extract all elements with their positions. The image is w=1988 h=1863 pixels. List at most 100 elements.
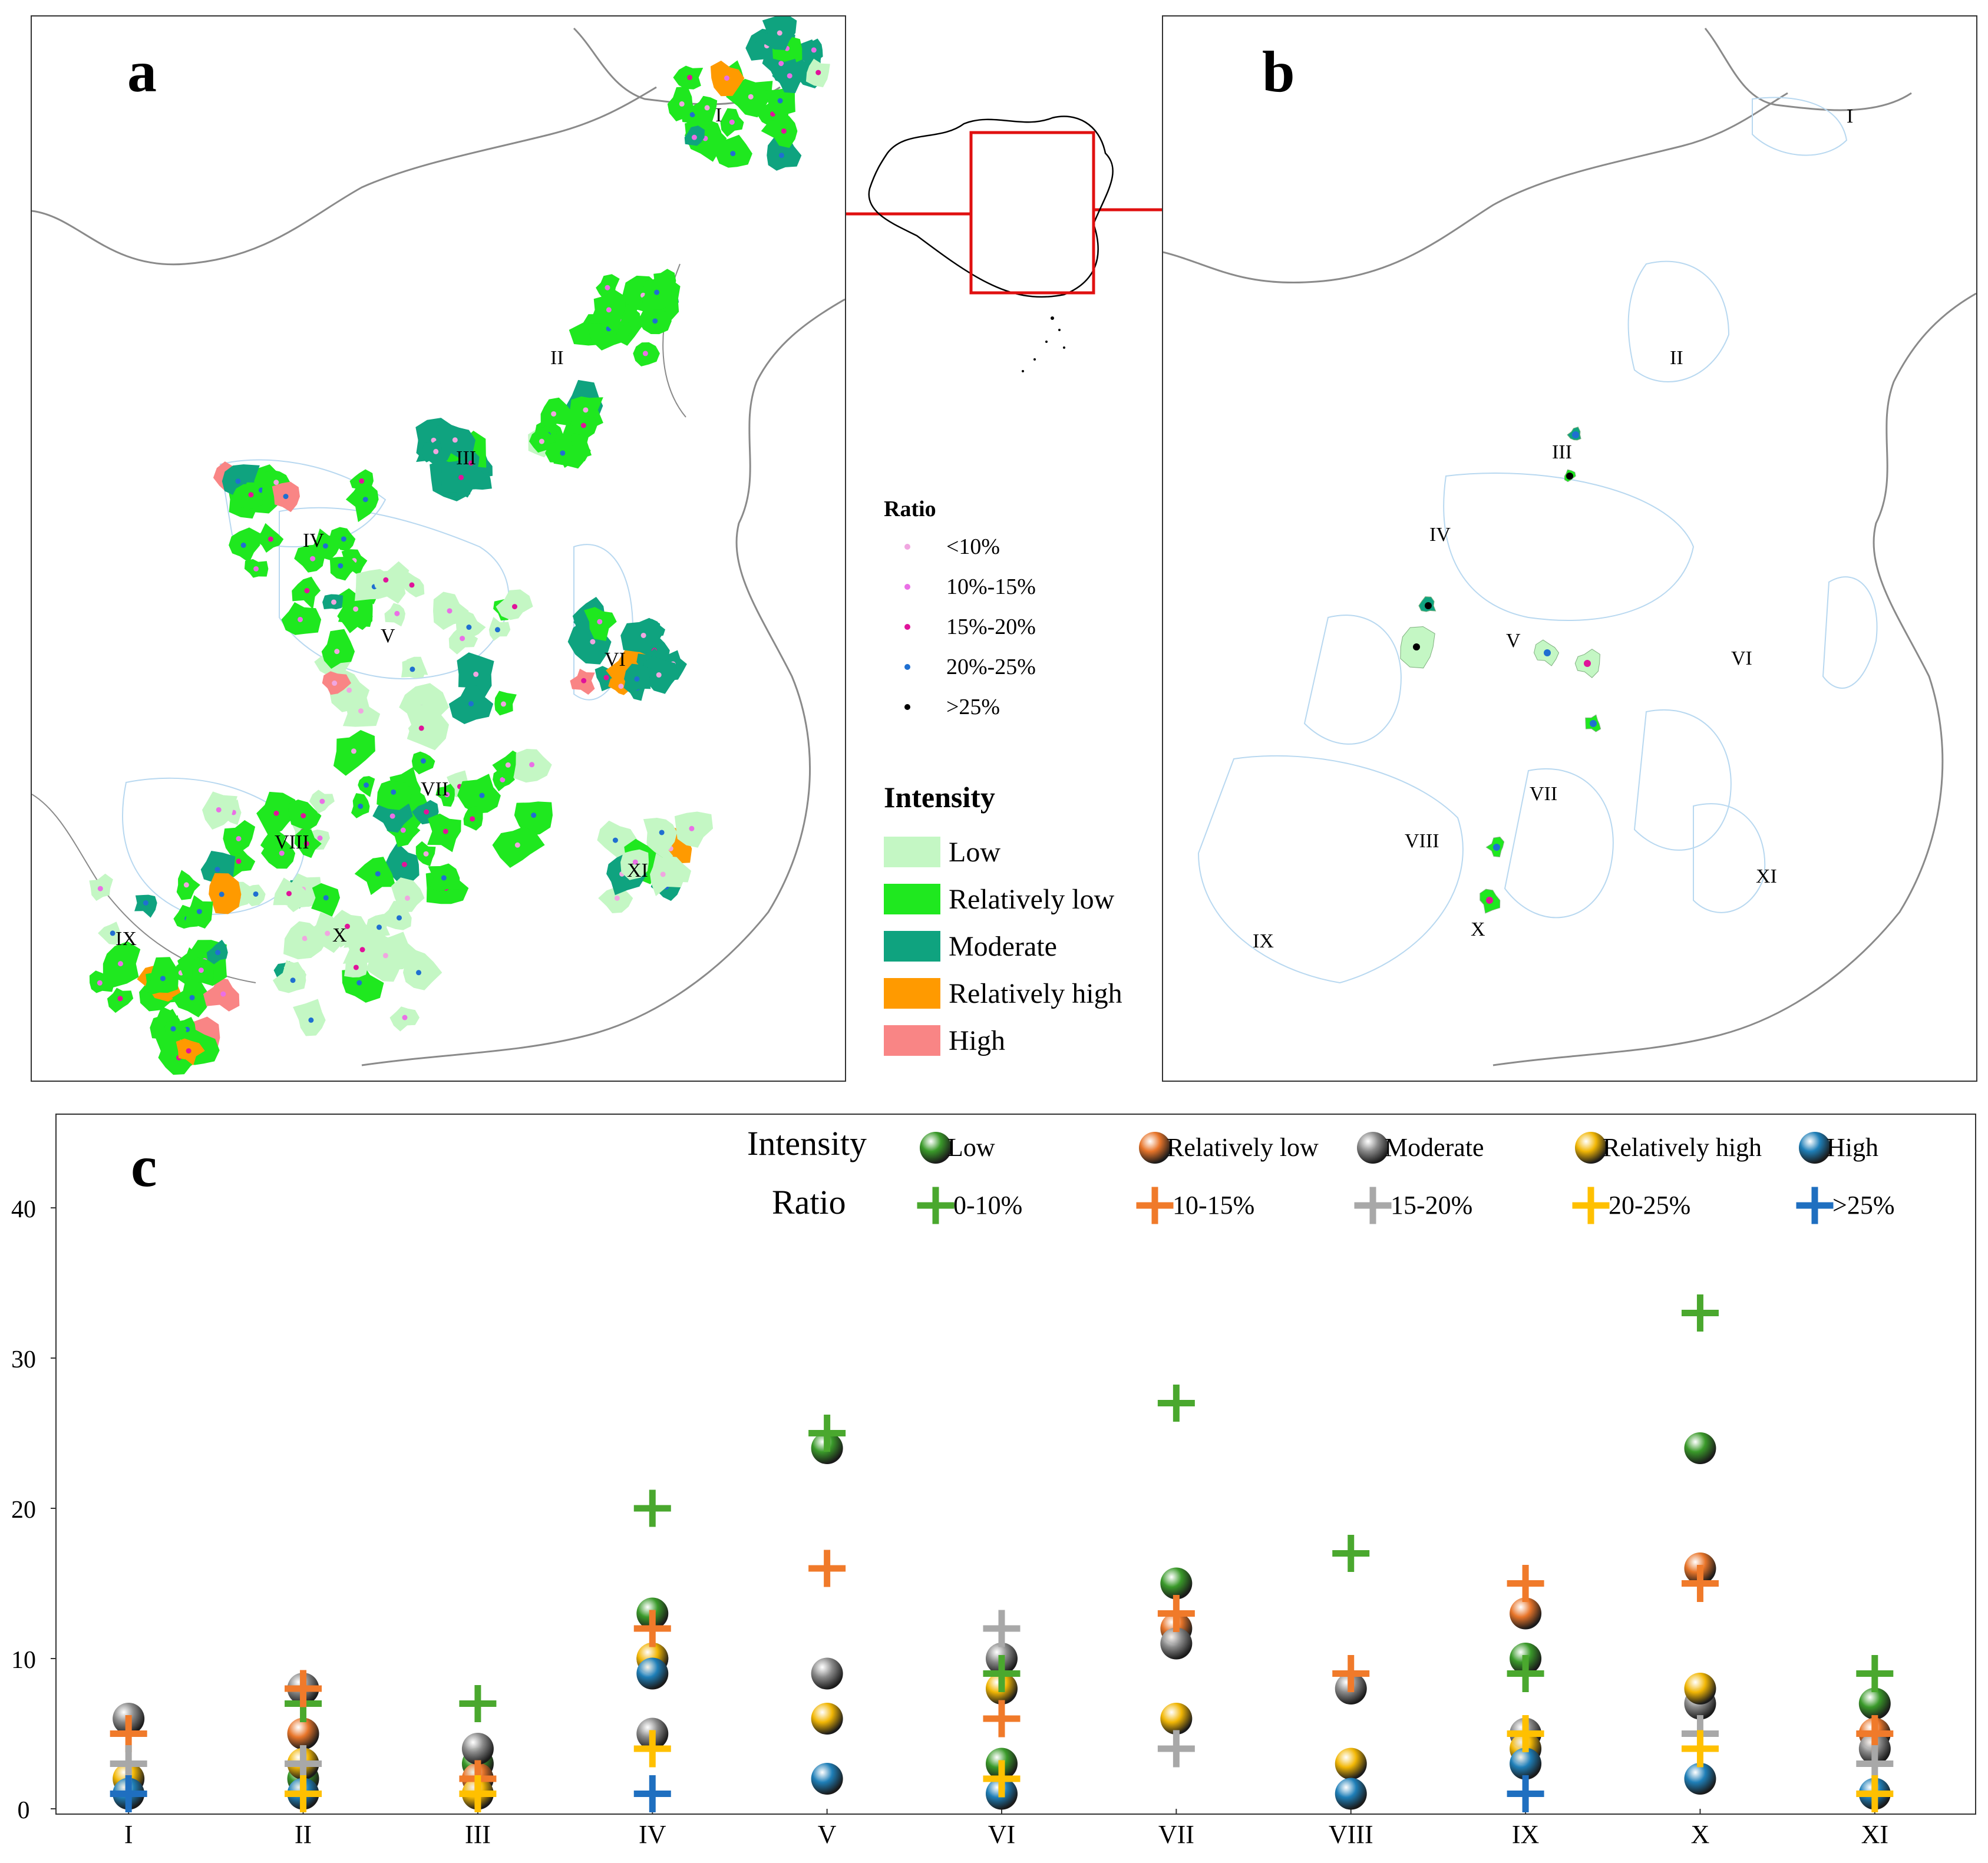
border-outline (1704, 28, 1912, 111)
ratio-dot (189, 995, 195, 1000)
region-label: V (381, 625, 395, 647)
inset-outline (868, 115, 1114, 298)
region-label: XI (627, 860, 648, 881)
intensity-point-relatively-high (1160, 1703, 1193, 1735)
ratio-dot (458, 474, 464, 480)
ratio-legend-dot (904, 704, 910, 710)
ratio-dot (220, 991, 226, 997)
panel-letter-b: b (1262, 39, 1295, 104)
legend-ratio-item: 15-20% (1391, 1191, 1472, 1220)
ratio-point-3 (1681, 1730, 1719, 1768)
legend-block: Ratio <10% 10%-15% 15%-20% 20%-25% >25% Inte… (877, 495, 1171, 1061)
ratio-dot (729, 119, 735, 125)
ratio-dot (679, 101, 685, 107)
ratio-point-0 (1332, 1535, 1370, 1572)
ratio-dot (468, 701, 474, 706)
intensity-point-low (1160, 1567, 1193, 1600)
ratio-dot (1544, 649, 1551, 656)
county-polygon (800, 38, 823, 66)
ratio-point-0 (808, 1415, 846, 1452)
ratio-dot (468, 460, 474, 466)
ratio-dot (273, 810, 279, 816)
county-polygon (391, 877, 425, 912)
ratio-dot (441, 875, 447, 881)
region-label: VI (605, 649, 626, 670)
y-axis: 0 10 20 30 40 (11, 1196, 55, 1824)
ratio-dot (691, 134, 697, 140)
ratio-dot (433, 448, 439, 454)
intensity-legend-label: Relatively low (949, 884, 1115, 915)
inset-islands (1022, 316, 1065, 372)
ratio-dot (97, 980, 103, 986)
intensity-point-relatively-high (1335, 1748, 1367, 1780)
region-label: I (1847, 105, 1853, 127)
region-label: VIII (1405, 830, 1439, 852)
ratio-dot (186, 1048, 191, 1054)
legend-intensity-marker (1799, 1132, 1831, 1164)
region-label: IX (1253, 930, 1274, 952)
legend-intensity-item: High (1827, 1133, 1878, 1162)
legend-intensity-marker (920, 1132, 952, 1164)
ratio-dot (331, 599, 336, 605)
county-polygon (150, 957, 179, 993)
ratio-dot (778, 153, 784, 158)
ratio-dot (338, 563, 344, 569)
y-tick-label: 30 (11, 1346, 36, 1373)
ratio-dot (345, 923, 351, 929)
intensity-point-high (636, 1657, 669, 1690)
ratio-point-3 (285, 1775, 322, 1812)
region-label: IV (1429, 524, 1451, 546)
ratio-dot (511, 604, 517, 610)
county-polygon (589, 290, 626, 335)
ratio-dot (1413, 643, 1420, 650)
intensity-legend-swatch (884, 1025, 940, 1056)
region-label: III (456, 447, 476, 469)
ratio-dot (362, 497, 368, 503)
ratio-dot (583, 407, 589, 413)
ratio-legend-label: 10%-15% (946, 574, 1036, 599)
x-axis: I II III IV V VI VII VIII IX X XI (124, 1809, 1888, 1849)
x-tick-label: II (295, 1820, 312, 1849)
ratio-dot (652, 318, 658, 324)
y-tick-label: 20 (11, 1497, 36, 1524)
ratio-dot (214, 867, 220, 873)
ratio-point-1 (633, 1610, 671, 1647)
ratio-dot (359, 947, 365, 953)
ratio-legend-dot (904, 624, 910, 630)
ratio-dot (290, 977, 296, 983)
ratio-point-2 (110, 1745, 147, 1782)
legend-intensity-label: Intensity (747, 1124, 867, 1162)
x-tick-label: V (818, 1820, 837, 1849)
intensity-point-relatively-high (811, 1703, 843, 1735)
ratio-dot (1590, 720, 1597, 727)
legend-ratio-marker (1572, 1187, 1610, 1224)
ratio-dot (358, 708, 364, 714)
ratio-dot (283, 494, 289, 500)
ratio-dot (396, 915, 402, 921)
intensity-point-high (811, 1763, 843, 1795)
y-tick-label: 10 (11, 1647, 36, 1674)
region-label: X (332, 924, 347, 946)
ratio-dot (253, 891, 259, 897)
ratio-dot (117, 996, 123, 1002)
ratio-dot (236, 835, 242, 841)
region-label: VIII (275, 831, 309, 853)
ratio-dot (401, 861, 407, 867)
ratio-dot (466, 625, 472, 630)
ratio-point-1 (983, 1700, 1021, 1738)
x-tick-label: I (124, 1820, 133, 1849)
ratio-dot (1572, 431, 1579, 438)
county-polygon (620, 849, 649, 880)
ratio-dot (416, 970, 422, 976)
ratio-dot (300, 812, 306, 818)
ratio-point-4 (110, 1775, 147, 1812)
ratio-dot (689, 825, 695, 831)
intensity-regions (89, 14, 830, 1075)
ratio-dot (787, 73, 792, 79)
ratio-dot (730, 151, 736, 157)
chart-panel-c (55, 1114, 1976, 1815)
intensity-legend: Low Relatively low Moderate Relatively high… (884, 837, 1122, 1056)
county-polygon (650, 853, 686, 896)
